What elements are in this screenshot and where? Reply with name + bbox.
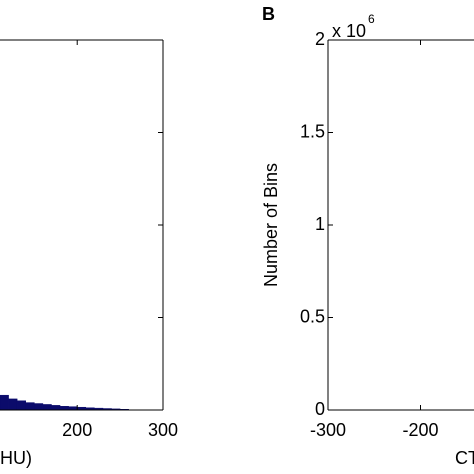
y-axis-label: Number of Bins [261, 163, 281, 287]
x-tick-label: -300 [310, 420, 346, 440]
x-axis-label: CT [455, 448, 474, 468]
y-tick-label: 0.5 [300, 306, 325, 326]
histogram-bar [8, 398, 18, 411]
x-tick-label: 300 [148, 420, 178, 440]
histogram-bar [42, 404, 52, 411]
y-tick-label: 0 [315, 399, 325, 419]
scale-label: x 10 [332, 21, 366, 41]
panel-label: B [262, 4, 275, 24]
histogram-bar [0, 394, 9, 411]
x-tick-label: 200 [62, 420, 92, 440]
y-tick-label: 1.5 [300, 121, 325, 141]
x-tick-label: -200 [402, 420, 438, 440]
y-tick-label: 1 [315, 214, 325, 234]
histogram-bar [34, 403, 44, 411]
x-axis-label: HU) [0, 448, 32, 468]
histogram-bar [51, 405, 61, 411]
histogram-bar [59, 406, 69, 411]
histogram-bar [25, 402, 35, 411]
scale-exponent: 6 [368, 12, 375, 26]
histogram-bar [16, 400, 26, 411]
y-tick-label: 2 [315, 29, 325, 49]
